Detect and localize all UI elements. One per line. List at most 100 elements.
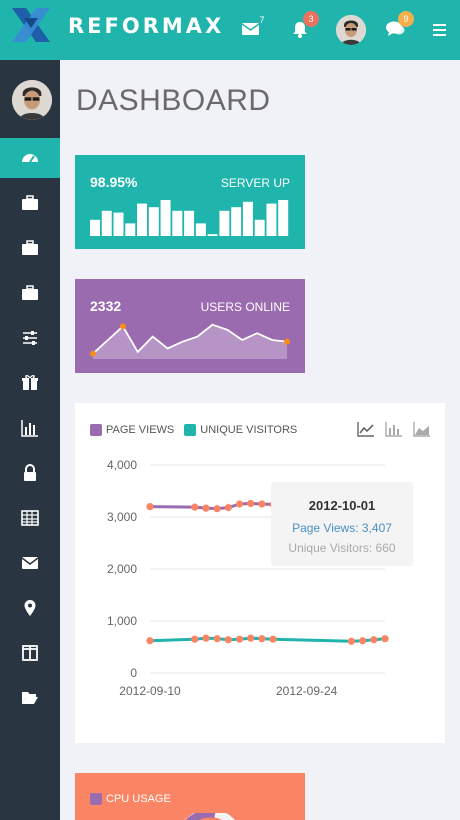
brand-name[interactable]: REFORMAX [68, 14, 225, 38]
series-point[interactable] [247, 634, 255, 642]
cpu-legend-swatch [90, 793, 102, 805]
gift-icon [22, 375, 38, 390]
legend-label-page-views: PAGE VIEWS [106, 424, 175, 436]
series-point[interactable] [258, 500, 266, 508]
chart-legend: PAGE VIEWS UNIQUE VISITORS [90, 424, 307, 436]
sidebar-item-settings[interactable] [0, 318, 60, 358]
briefcase-icon [22, 240, 38, 255]
series-point[interactable] [146, 637, 154, 645]
server-up-bar [125, 223, 136, 236]
server-up-bar [148, 207, 159, 236]
cpu-usage-donut [185, 813, 235, 820]
notification-count-badge: 3 [303, 11, 319, 27]
server-up-bar [207, 234, 218, 236]
server-up-bar [101, 210, 112, 236]
sidebar-avatar[interactable] [12, 80, 52, 120]
logo-icon[interactable] [12, 8, 50, 42]
series-point[interactable] [235, 635, 244, 643]
briefcase-icon [22, 285, 38, 300]
server-up-bar [231, 207, 242, 236]
sidebar-item-briefcase-3[interactable] [0, 273, 60, 313]
bell-icon[interactable] [292, 21, 308, 38]
series-point[interactable] [146, 503, 154, 511]
server-up-card: 98.95% SERVER UP [75, 155, 305, 249]
series-point[interactable] [235, 500, 244, 508]
sidebar-item-mail[interactable] [0, 543, 60, 583]
server-up-bar [90, 219, 100, 236]
sidebar-item-dashboard[interactable] [0, 138, 60, 178]
chart-type-toggles [347, 421, 431, 437]
series-point[interactable] [224, 504, 232, 512]
users-online-point [119, 323, 126, 330]
users-online-point [284, 338, 290, 345]
page-title: DASHBOARD [76, 84, 271, 117]
cpu-legend: CPU USAGE [90, 793, 171, 805]
series-point[interactable] [213, 635, 221, 643]
comments-icon[interactable] [386, 21, 405, 37]
server-up-value: 98.95% [90, 174, 138, 190]
users-online-area [93, 324, 287, 359]
legend-page-views[interactable]: PAGE VIEWS [90, 424, 174, 436]
bar-chart-icon[interactable] [385, 421, 403, 437]
series-point[interactable] [370, 636, 378, 644]
sidebar-item-layout[interactable] [0, 633, 60, 673]
users-online-label: USERS ONLINE [200, 300, 290, 314]
y-tick-label: 1,000 [107, 614, 137, 628]
sidebar-item-maps[interactable] [0, 588, 60, 628]
briefcase-icon [22, 195, 38, 210]
series-point[interactable] [213, 505, 221, 513]
area-chart-icon[interactable] [413, 421, 431, 437]
users-online-line [92, 323, 288, 355]
server-up-bar [184, 210, 195, 236]
server-up-bar [254, 219, 265, 236]
traffic-chart-panel: 4,000 3,000 2,000 1,000 0 2012-09-10 2012-09-2… [75, 403, 445, 743]
series-point[interactable] [381, 635, 389, 643]
series-point[interactable] [191, 503, 199, 511]
server-up-bar [113, 212, 124, 236]
series-point[interactable] [224, 636, 232, 644]
series-point[interactable] [247, 499, 255, 508]
sidebar-item-briefcase-1[interactable] [0, 183, 60, 223]
sidebar-item-files[interactable] [0, 678, 60, 718]
sidebar-item-tables[interactable] [0, 498, 60, 538]
tooltip-page-views: Page Views: 3,407 [292, 521, 392, 535]
series-point[interactable] [258, 635, 266, 643]
legend-unique-visitors[interactable]: UNIQUE VISITORS [184, 424, 297, 436]
server-up-bar [160, 200, 171, 236]
sidebar-item-gifts[interactable] [0, 363, 60, 403]
sidebar-item-lock[interactable] [0, 453, 60, 493]
legend-label-unique-visitors: UNIQUE VISITORS [200, 424, 298, 436]
series-point[interactable] [359, 637, 367, 645]
series-point[interactable] [191, 635, 199, 643]
dashboard-icon [22, 154, 38, 163]
menu-icon[interactable] [433, 24, 446, 36]
users-online-point [90, 350, 96, 357]
series-point[interactable] [269, 635, 277, 643]
cpu-usage-card: CPU USAGE [75, 773, 305, 820]
legend-swatch-unique-visitors [184, 424, 197, 436]
server-up-bar [266, 203, 277, 236]
server-up-bar [172, 210, 183, 236]
user-avatar[interactable] [336, 15, 366, 45]
bar-chart-icon [21, 420, 38, 437]
server-up-bars [90, 200, 289, 236]
envelope-icon [21, 557, 39, 569]
y-tick-label: 2,000 [107, 562, 137, 576]
series-point[interactable] [202, 504, 210, 512]
sidebar-item-briefcase-2[interactable] [0, 228, 60, 268]
line-chart-icon[interactable] [357, 421, 375, 437]
tooltip-unique-visitors: Unique Visitors: 660 [288, 541, 396, 555]
y-tick-label: 0 [130, 666, 137, 680]
sidebar-item-charts[interactable] [0, 408, 60, 448]
envelope-icon[interactable] [242, 22, 259, 36]
series-point[interactable] [202, 634, 210, 642]
server-up-bar [195, 223, 206, 236]
y-tick-label: 3,000 [107, 510, 137, 524]
users-online-value: 2332 [90, 298, 122, 314]
y-tick-label: 4,000 [107, 458, 137, 472]
x-tick-label: 2012-09-10 [119, 684, 181, 698]
series-point[interactable] [347, 637, 356, 645]
columns-icon [22, 645, 38, 661]
server-up-bar [219, 210, 230, 236]
server-up-label: SERVER UP [220, 176, 290, 190]
